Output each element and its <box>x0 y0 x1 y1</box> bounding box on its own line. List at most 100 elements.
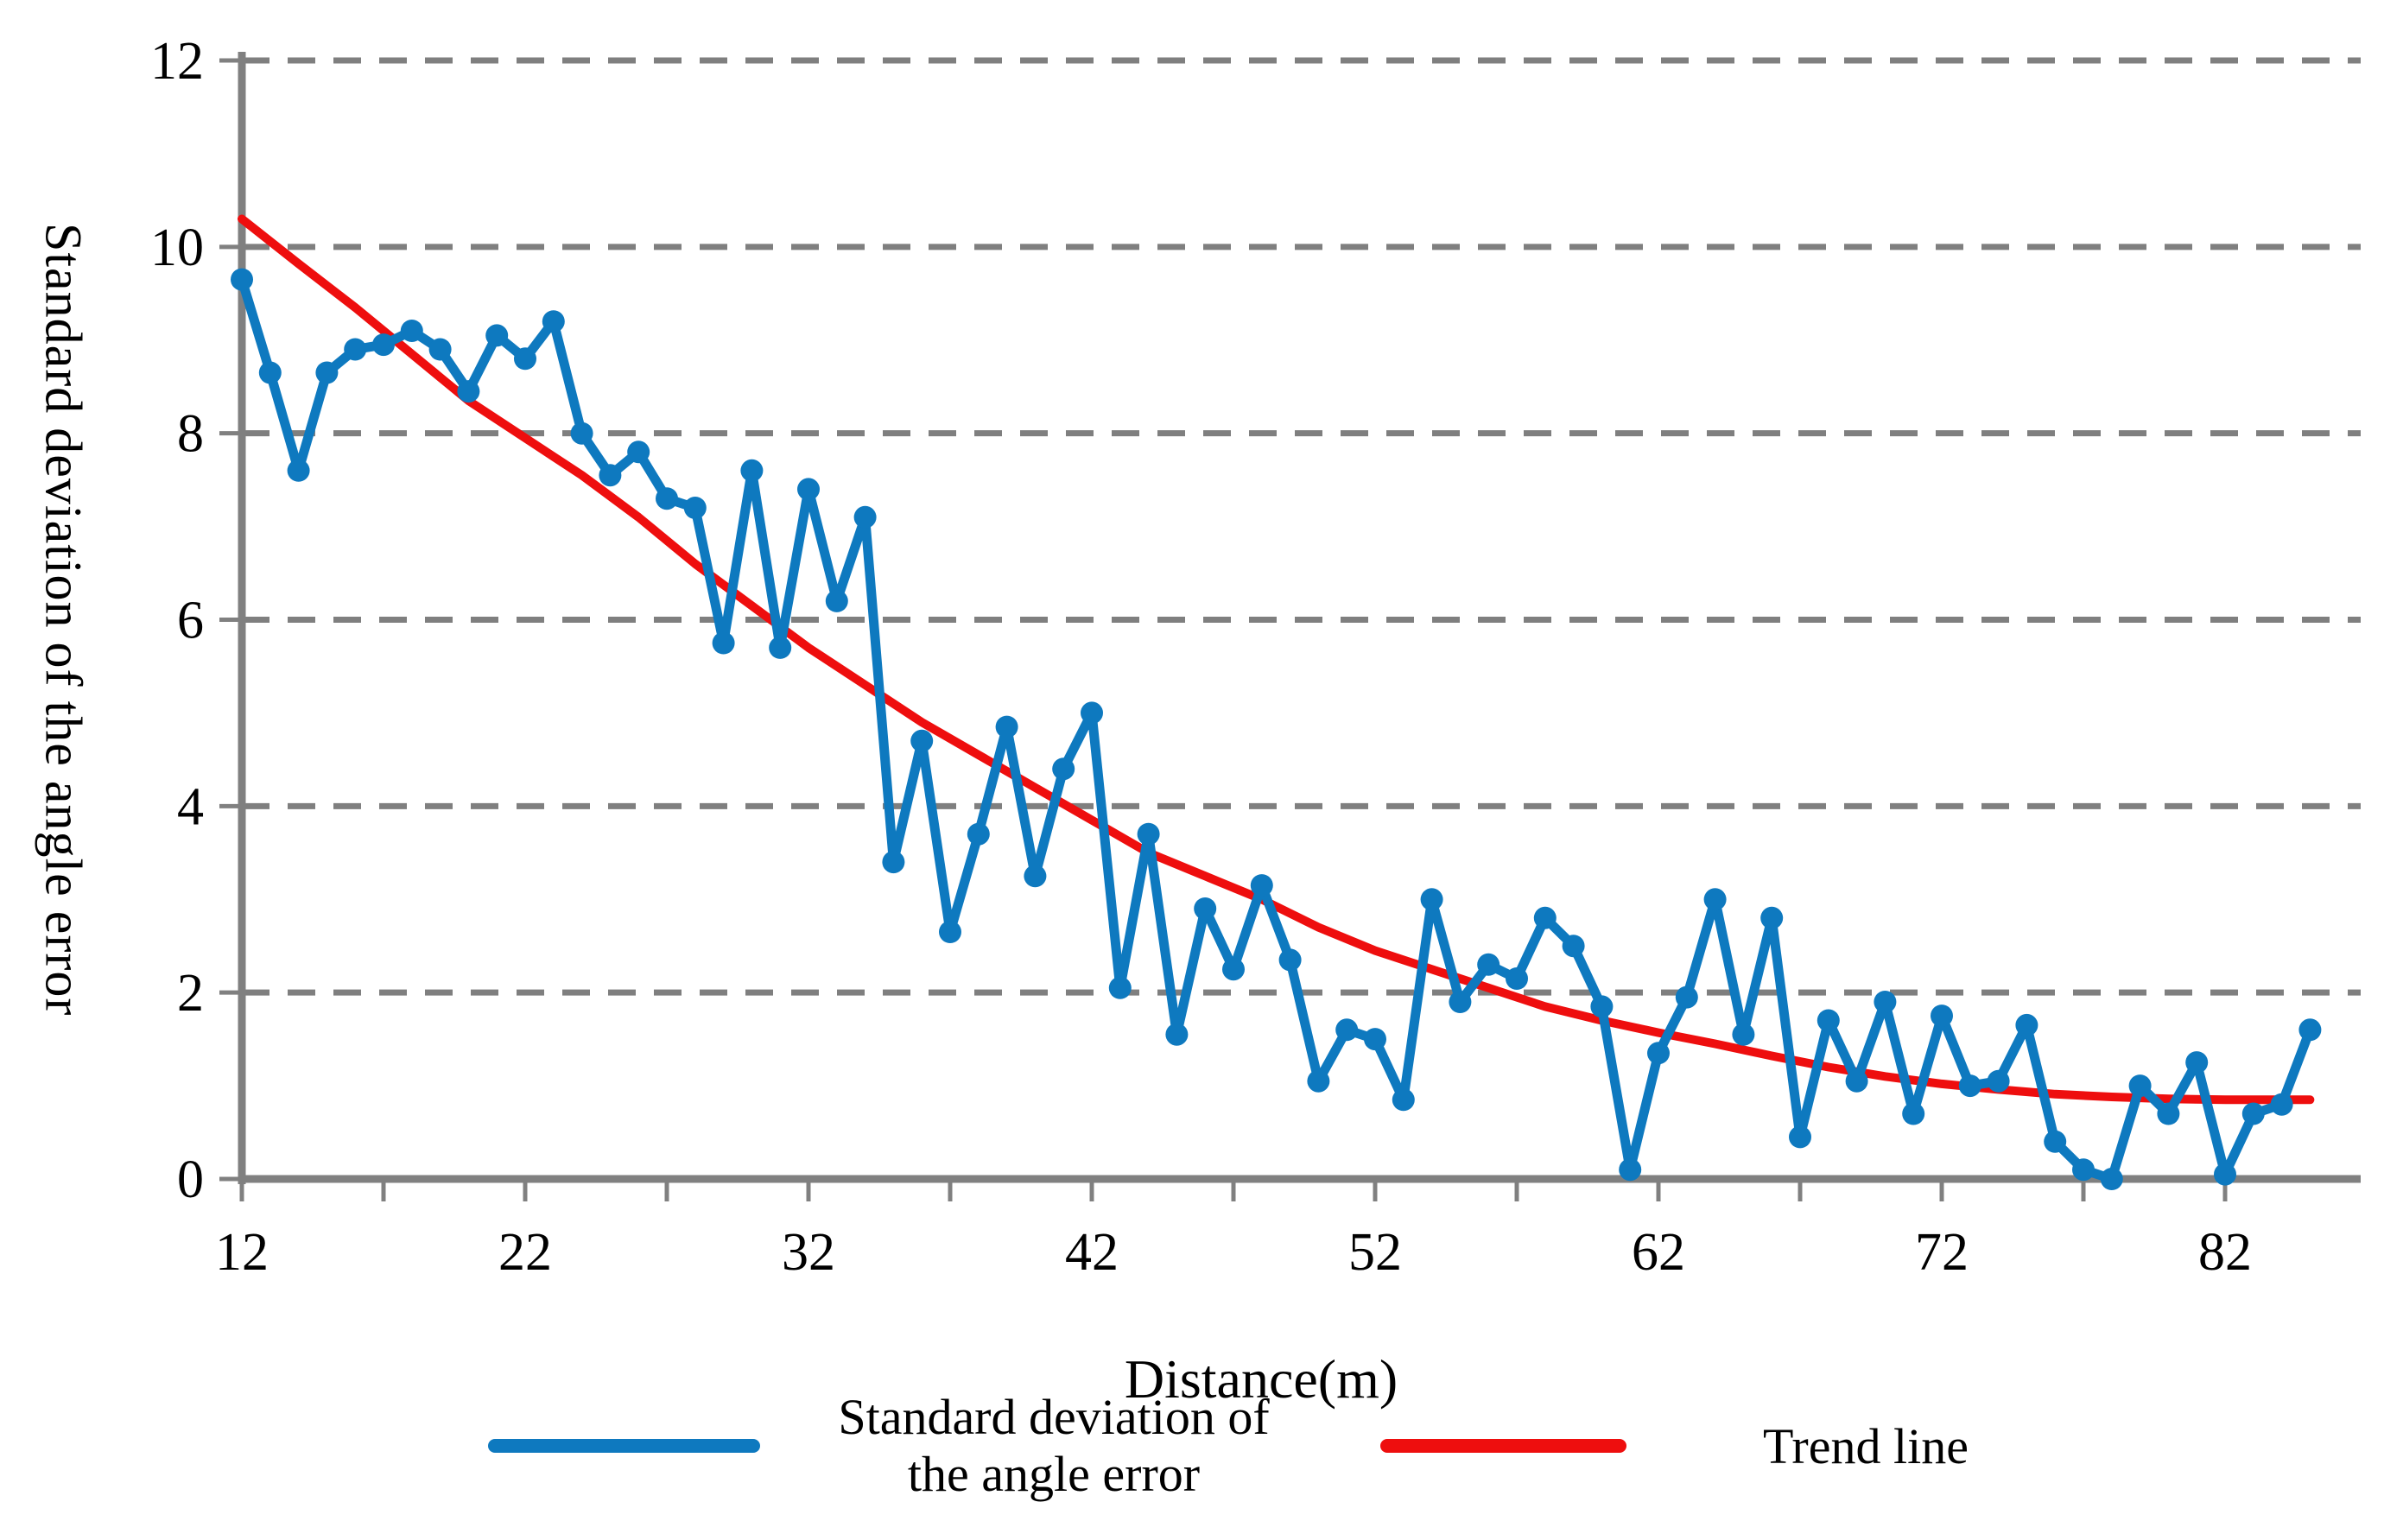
data-point-marker <box>825 589 848 612</box>
y-tick-label-12: 12 <box>150 32 204 91</box>
data-point-marker <box>457 380 480 403</box>
x-axis-title: Distance(m) <box>1124 1348 1398 1410</box>
data-point-marker <box>2270 1093 2293 1116</box>
data-point-marker <box>231 268 253 291</box>
data-point-marker <box>2015 1013 2038 1036</box>
data-point-marker <box>428 338 452 361</box>
x-tick-label-72: 72 <box>1915 1223 1969 1282</box>
data-point-marker <box>656 487 678 510</box>
data-point-marker <box>1278 948 1302 972</box>
data-point-marker <box>542 310 565 333</box>
data-point-marker <box>1335 1018 1359 1042</box>
data-point-marker <box>1137 822 1160 846</box>
y-tick-label-6: 6 <box>177 592 204 650</box>
data-point-marker <box>344 338 367 361</box>
legend: Standard deviation of the angle error Tre… <box>0 1375 2384 1522</box>
data-point-marker <box>1902 1102 1925 1125</box>
data-point-marker <box>1392 1088 1415 1112</box>
y-tick-label-8: 8 <box>177 405 204 464</box>
data-point-marker <box>1222 958 1245 981</box>
data-point-marker <box>910 729 934 752</box>
data-point-marker <box>1108 976 1132 999</box>
data-point-marker <box>514 347 536 371</box>
data-point-marker <box>1732 1023 1755 1046</box>
data-point-marker <box>2185 1051 2209 1074</box>
data-point-marker <box>2298 1018 2322 1042</box>
y-tick-label-4: 4 <box>177 777 204 836</box>
x-tick-label-52: 52 <box>1348 1223 1402 1282</box>
data-point-marker <box>1931 1004 1953 1028</box>
data-point-marker <box>1506 967 1528 990</box>
stddev-line-series <box>237 275 2315 1184</box>
legend-label-stddev: Standard deviation of the angle error <box>760 1389 1347 1503</box>
y-tick-label-0: 0 <box>177 1150 204 1209</box>
x-tick-label-82: 82 <box>2198 1223 2252 1282</box>
data-point-marker <box>258 361 282 384</box>
data-point-marker <box>683 497 707 519</box>
data-point-marker <box>939 921 961 943</box>
data-point-marker <box>1789 1125 1811 1149</box>
data-point-marker <box>1760 906 1784 929</box>
data-point-marker <box>485 324 509 347</box>
data-point-marker <box>712 631 735 655</box>
data-point-marker <box>1307 1069 1330 1093</box>
y-axis-title: Standard deviation of the angle error <box>35 223 92 1017</box>
data-point-marker <box>1562 935 1585 958</box>
x-tick-label-42: 42 <box>1065 1223 1119 1282</box>
data-point-marker <box>1449 991 1472 1013</box>
data-point-marker <box>1194 897 1217 920</box>
x-tick-label-62: 62 <box>1632 1223 1685 1282</box>
data-point-marker <box>1675 985 1698 1009</box>
data-point-marker <box>570 421 593 445</box>
data-point-marker <box>1364 1028 1386 1051</box>
trend-line-series <box>238 214 2315 1105</box>
data-point-marker <box>1703 888 1727 911</box>
data-point-marker <box>967 822 990 846</box>
data-point-marker <box>1052 757 1075 781</box>
data-point-marker <box>599 464 622 487</box>
data-point-marker <box>2044 1130 2067 1153</box>
data-point-marker <box>853 505 877 529</box>
data-point-marker <box>769 636 792 659</box>
data-point-marker <box>1874 991 1897 1013</box>
data-point-marker <box>2072 1158 2095 1182</box>
data-point-marker <box>287 459 310 482</box>
data-point-marker <box>1477 953 1500 976</box>
legend-label-stddev-line1: Standard deviation of <box>838 1389 1270 1445</box>
data-point-marker <box>2128 1074 2152 1098</box>
y-tick-label-2: 2 <box>177 964 204 1023</box>
data-point-marker <box>1533 906 1557 929</box>
x-tick-label-32: 32 <box>782 1223 835 1282</box>
data-point-marker <box>2100 1168 2123 1190</box>
data-point-marker <box>797 478 820 501</box>
y-tick-label-10: 10 <box>150 219 204 277</box>
data-point-marker <box>1817 1009 1840 1032</box>
data-point-marker <box>1987 1069 2010 1093</box>
legend-label-stddev-line2: the angle error <box>907 1446 1201 1502</box>
data-point-marker <box>315 361 339 384</box>
data-point-marker <box>1647 1042 1670 1065</box>
x-tick-label-22: 22 <box>498 1223 552 1282</box>
data-point-marker <box>627 440 650 464</box>
legend-line-swatch-stddev <box>488 1439 760 1453</box>
data-point-marker <box>2157 1102 2180 1125</box>
x-tick-label-12: 12 <box>215 1223 269 1282</box>
data-point-marker <box>2214 1163 2236 1186</box>
data-point-marker <box>1590 995 1614 1018</box>
legend-line-swatch-trend <box>1380 1439 1626 1453</box>
data-point-marker <box>1024 865 1047 888</box>
data-point-marker <box>2241 1102 2265 1125</box>
data-point-marker <box>882 851 905 874</box>
data-point-marker <box>1619 1158 1642 1182</box>
data-point-marker <box>1081 701 1103 725</box>
data-point-marker <box>995 715 1018 738</box>
data-point-marker <box>1165 1023 1189 1046</box>
data-point-marker <box>1958 1074 1981 1098</box>
data-point-marker <box>1420 888 1443 911</box>
data-point-marker <box>1250 874 1273 897</box>
data-point-marker <box>1845 1069 1868 1093</box>
data-point-marker <box>740 459 764 482</box>
data-point-marker <box>400 320 423 342</box>
